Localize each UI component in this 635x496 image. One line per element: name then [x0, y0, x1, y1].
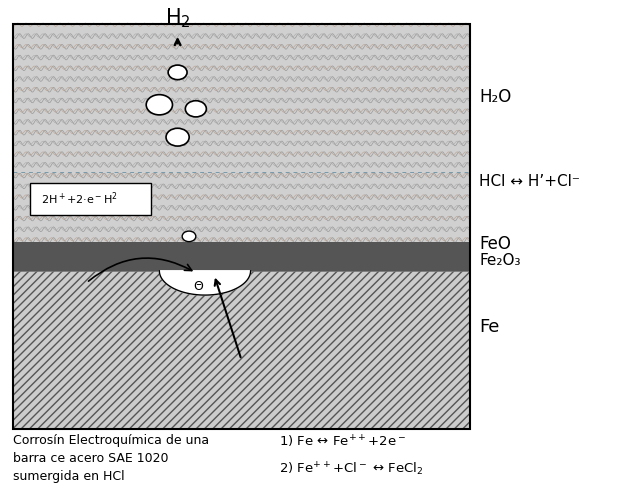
Text: H$_2$: H$_2$ — [164, 6, 190, 30]
Bar — [13, 24, 469, 429]
Text: 2H$^+$+2·e$^-$H$^2$: 2H$^+$+2·e$^-$H$^2$ — [41, 190, 118, 207]
FancyArrowPatch shape — [88, 258, 192, 281]
Circle shape — [166, 128, 189, 146]
Text: 2) Fe$^{++}$+Cl$^-$ ↔ FeCl$_2$: 2) Fe$^{++}$+Cl$^-$ ↔ FeCl$_2$ — [279, 460, 424, 478]
Circle shape — [182, 231, 196, 242]
Text: Θ: Θ — [193, 280, 203, 294]
Text: Fe: Fe — [479, 318, 500, 336]
Bar — [13, 271, 469, 429]
Text: Fe₂O₃: Fe₂O₃ — [479, 253, 521, 268]
FancyBboxPatch shape — [30, 183, 152, 215]
Text: FeO: FeO — [479, 236, 511, 253]
Text: HCl ↔ H’+Cl⁻: HCl ↔ H’+Cl⁻ — [479, 174, 580, 189]
Circle shape — [168, 65, 187, 80]
Polygon shape — [159, 271, 251, 295]
Circle shape — [185, 101, 206, 117]
Bar — [13, 24, 469, 243]
Text: Corrosín Electroquímica de una
barra ce acero SAE 1020
sumergida en HCl: Corrosín Electroquímica de una barra ce … — [13, 434, 210, 483]
Text: 1) Fe ↔ Fe$^{++}$+2e$^-$: 1) Fe ↔ Fe$^{++}$+2e$^-$ — [279, 434, 406, 450]
Circle shape — [146, 95, 173, 115]
Text: H₂O: H₂O — [479, 88, 511, 106]
Bar — [13, 243, 469, 271]
